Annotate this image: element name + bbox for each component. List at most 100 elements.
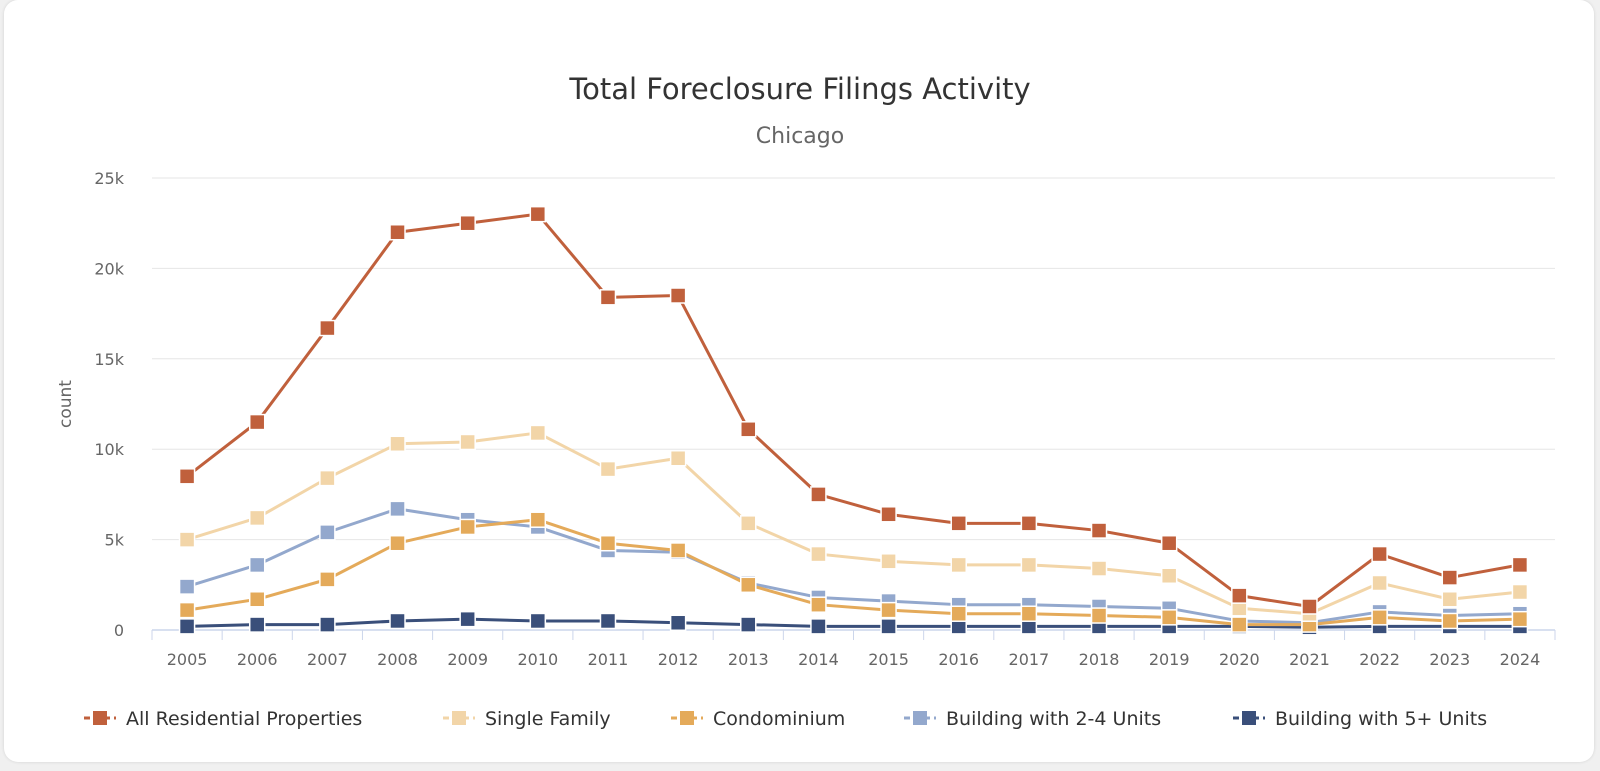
data-point[interactable] bbox=[319, 469, 336, 487]
data-point[interactable] bbox=[389, 534, 406, 552]
data-point[interactable] bbox=[319, 616, 336, 633]
data-point[interactable] bbox=[669, 287, 687, 304]
data-point[interactable] bbox=[459, 214, 476, 232]
data-point[interactable] bbox=[1090, 560, 1108, 577]
data-point[interactable] bbox=[740, 421, 757, 438]
x-tick-label: 2019 bbox=[1149, 650, 1190, 669]
data-point[interactable] bbox=[880, 618, 897, 635]
legend-marker bbox=[680, 711, 694, 725]
x-tick-label: 2008 bbox=[377, 650, 418, 669]
y-tick-label: 10k bbox=[94, 440, 124, 459]
data-point[interactable] bbox=[880, 553, 897, 570]
data-point[interactable] bbox=[319, 524, 336, 541]
x-tick-label: 2012 bbox=[658, 650, 699, 669]
x-tick-label: 2010 bbox=[517, 650, 558, 669]
data-point[interactable] bbox=[1090, 522, 1108, 539]
x-tick-label: 2023 bbox=[1429, 650, 1470, 669]
data-point[interactable] bbox=[389, 612, 406, 630]
data-point[interactable] bbox=[810, 486, 827, 503]
data-point[interactable] bbox=[178, 578, 196, 595]
data-point[interactable] bbox=[1441, 612, 1459, 630]
data-point[interactable] bbox=[248, 413, 266, 431]
series-line bbox=[186, 507, 1520, 625]
data-point[interactable] bbox=[178, 618, 196, 635]
data-point[interactable] bbox=[1160, 567, 1178, 585]
data-point[interactable] bbox=[669, 614, 687, 632]
data-point[interactable] bbox=[1231, 587, 1248, 604]
data-point[interactable] bbox=[669, 542, 687, 559]
data-point[interactable] bbox=[529, 205, 547, 223]
data-point[interactable] bbox=[248, 556, 266, 574]
x-tick-label: 2017 bbox=[1009, 650, 1050, 669]
data-point[interactable] bbox=[459, 518, 476, 536]
data-point[interactable] bbox=[950, 556, 967, 574]
legend-item[interactable]: All Residential Properties bbox=[84, 708, 362, 730]
data-point[interactable] bbox=[459, 610, 476, 628]
x-tick-label: 2022 bbox=[1359, 650, 1400, 669]
x-tick-label: 2024 bbox=[1500, 650, 1541, 669]
legend-item[interactable]: Single Family bbox=[443, 708, 611, 730]
data-point[interactable] bbox=[319, 571, 336, 588]
data-point[interactable] bbox=[319, 319, 336, 337]
data-point[interactable] bbox=[1020, 605, 1038, 622]
data-point[interactable] bbox=[1090, 607, 1108, 624]
data-point[interactable] bbox=[810, 545, 827, 563]
legend-item[interactable]: Condominium bbox=[671, 708, 845, 730]
legend-label: Building with 5+ Units bbox=[1275, 708, 1487, 730]
data-point[interactable] bbox=[599, 289, 617, 306]
data-point[interactable] bbox=[1511, 556, 1529, 574]
data-point[interactable] bbox=[599, 460, 617, 478]
data-point[interactable] bbox=[178, 601, 196, 619]
data-point[interactable] bbox=[1371, 574, 1388, 592]
data-point[interactable] bbox=[880, 601, 897, 619]
legend: All Residential Properties Single Family C… bbox=[84, 708, 1487, 730]
data-point[interactable] bbox=[599, 612, 617, 630]
data-point[interactable] bbox=[178, 468, 196, 485]
data-point[interactable] bbox=[740, 576, 757, 594]
data-point[interactable] bbox=[1371, 545, 1388, 563]
x-tick-label: 2013 bbox=[728, 650, 769, 669]
data-point[interactable] bbox=[950, 515, 967, 532]
data-point[interactable] bbox=[1160, 534, 1178, 552]
x-tick-label: 2014 bbox=[798, 650, 839, 669]
series-line bbox=[186, 431, 1521, 616]
data-point[interactable] bbox=[1441, 569, 1459, 586]
data-point[interactable] bbox=[1371, 609, 1388, 626]
data-point[interactable] bbox=[1160, 609, 1178, 626]
data-point[interactable] bbox=[459, 433, 476, 451]
data-point[interactable] bbox=[389, 223, 406, 241]
data-point[interactable] bbox=[599, 534, 617, 552]
data-point[interactable] bbox=[1020, 556, 1038, 574]
data-point[interactable] bbox=[669, 449, 687, 467]
data-point[interactable] bbox=[248, 509, 266, 527]
x-tick-label: 2020 bbox=[1219, 650, 1260, 669]
data-point[interactable] bbox=[529, 511, 547, 528]
data-point[interactable] bbox=[178, 531, 196, 548]
legend-item[interactable]: Building with 2-4 Units bbox=[904, 708, 1161, 730]
data-point[interactable] bbox=[1511, 610, 1529, 628]
data-point[interactable] bbox=[740, 616, 757, 633]
data-point[interactable] bbox=[810, 596, 827, 613]
data-point[interactable] bbox=[389, 500, 406, 518]
data-point[interactable] bbox=[1511, 583, 1529, 601]
data-point[interactable] bbox=[389, 435, 406, 453]
data-point[interactable] bbox=[950, 605, 967, 622]
data-point[interactable] bbox=[529, 424, 547, 442]
data-point[interactable] bbox=[1231, 616, 1248, 633]
data-point[interactable] bbox=[1020, 515, 1038, 532]
data-point[interactable] bbox=[529, 612, 547, 630]
data-point[interactable] bbox=[810, 618, 827, 635]
data-point[interactable] bbox=[1441, 591, 1459, 608]
data-point[interactable] bbox=[1301, 598, 1318, 615]
y-tick-label: 20k bbox=[94, 259, 124, 278]
data-point[interactable] bbox=[740, 515, 757, 532]
legend-marker bbox=[1242, 711, 1256, 725]
legend-item[interactable]: Building with 5+ Units bbox=[1233, 708, 1487, 730]
x-tick-label: 2021 bbox=[1289, 650, 1330, 669]
series-line bbox=[187, 617, 1520, 629]
x-tick-label: 2018 bbox=[1079, 650, 1120, 669]
data-point[interactable] bbox=[880, 506, 897, 523]
series-1 bbox=[178, 424, 1529, 622]
data-point[interactable] bbox=[248, 616, 266, 633]
data-point[interactable] bbox=[248, 591, 266, 608]
